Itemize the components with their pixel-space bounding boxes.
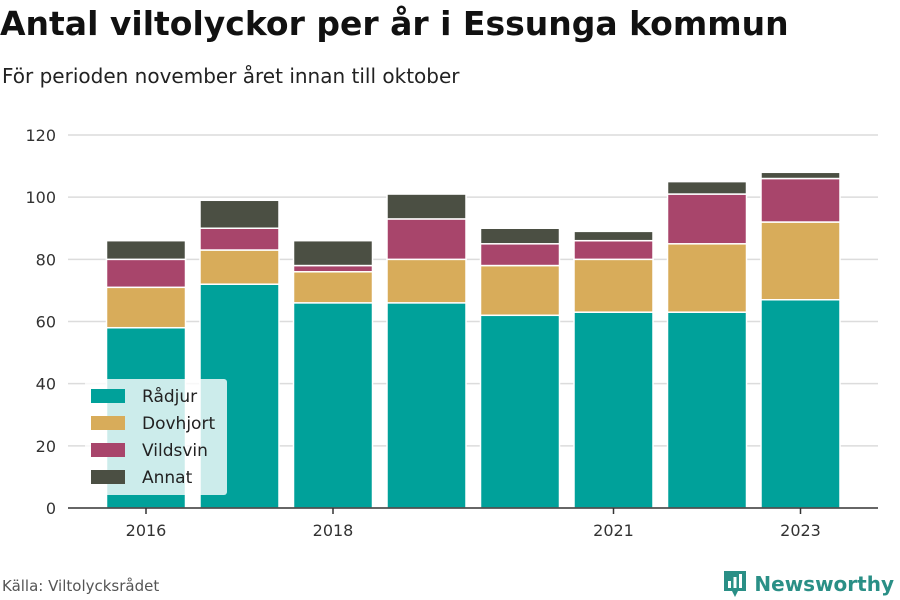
legend-label: Rådjur xyxy=(142,386,197,407)
bar-segment xyxy=(105,239,187,261)
bar-segment xyxy=(105,258,187,289)
bar-segment xyxy=(479,314,561,509)
bar-segment xyxy=(573,239,654,261)
source-note: Källa: Viltolycksrådet xyxy=(2,577,160,595)
y-axis-ticks: 0 20 40 60 80 100 120 xyxy=(25,126,56,518)
stacked-bar-chart: 0 20 40 60 80 100 120 2016 2018 2021 2023 Rådjur D… xyxy=(25,126,878,540)
legend-swatch xyxy=(91,416,125,430)
x-tick-label: 2016 xyxy=(126,521,167,540)
bar-segment xyxy=(479,264,561,317)
brand-logo: Newsworthy xyxy=(722,569,894,599)
bar-segment xyxy=(292,302,374,509)
chart-subtitle: För perioden november året innan till ok… xyxy=(2,64,460,88)
bar-segment xyxy=(292,239,374,267)
legend-swatch xyxy=(91,443,125,457)
bar-segment xyxy=(666,243,748,313)
y-tick-label: 0 xyxy=(46,499,56,518)
bar-segment xyxy=(292,271,374,304)
bar-segment xyxy=(199,227,280,251)
legend-label: Vildsvin xyxy=(142,441,208,461)
bar-segment xyxy=(386,302,467,509)
bar-segment xyxy=(292,264,374,273)
y-tick-label: 100 xyxy=(25,188,56,207)
y-tick-label: 120 xyxy=(25,126,56,145)
bar-segment xyxy=(386,258,467,304)
bar-segment xyxy=(666,311,748,509)
bar-segment xyxy=(386,218,467,261)
bar-segment xyxy=(199,199,280,229)
bar-segment xyxy=(573,311,654,509)
bar-segment xyxy=(479,243,561,267)
newsworthy-logo-icon xyxy=(724,571,747,597)
bar-segment xyxy=(666,193,748,245)
legend-box xyxy=(85,379,227,495)
bar-segment xyxy=(760,177,841,223)
bar-segment xyxy=(666,180,748,195)
x-tick-label: 2021 xyxy=(593,521,634,540)
bar-segment xyxy=(105,286,187,329)
bar-segment xyxy=(386,193,467,220)
y-tick-label: 60 xyxy=(36,313,56,332)
legend: Rådjur Dovhjort Vildsvin Annat xyxy=(85,379,227,495)
y-tick-label: 40 xyxy=(36,375,56,394)
brand-name: Newsworthy xyxy=(754,572,894,596)
bar-segment xyxy=(573,230,654,242)
x-tick-label: 2023 xyxy=(780,521,821,540)
y-tick-label: 80 xyxy=(36,250,56,269)
bar-segment xyxy=(760,298,841,509)
legend-label: Dovhjort xyxy=(142,414,215,434)
legend-swatch xyxy=(91,389,125,403)
x-axis-ticks: 2016 2018 2021 2023 xyxy=(126,508,821,540)
y-tick-label: 20 xyxy=(36,437,56,456)
legend-swatch xyxy=(91,470,125,484)
legend-label: Annat xyxy=(142,468,193,488)
bar-segment xyxy=(199,249,280,285)
x-tick-label: 2018 xyxy=(313,521,354,540)
bar-segment xyxy=(760,171,841,180)
bar-segment xyxy=(479,227,561,245)
bar-segment xyxy=(760,221,841,301)
bar-segment xyxy=(573,258,654,313)
chart-title: Antal viltolyckor per år i Essunga kommu… xyxy=(0,4,789,43)
